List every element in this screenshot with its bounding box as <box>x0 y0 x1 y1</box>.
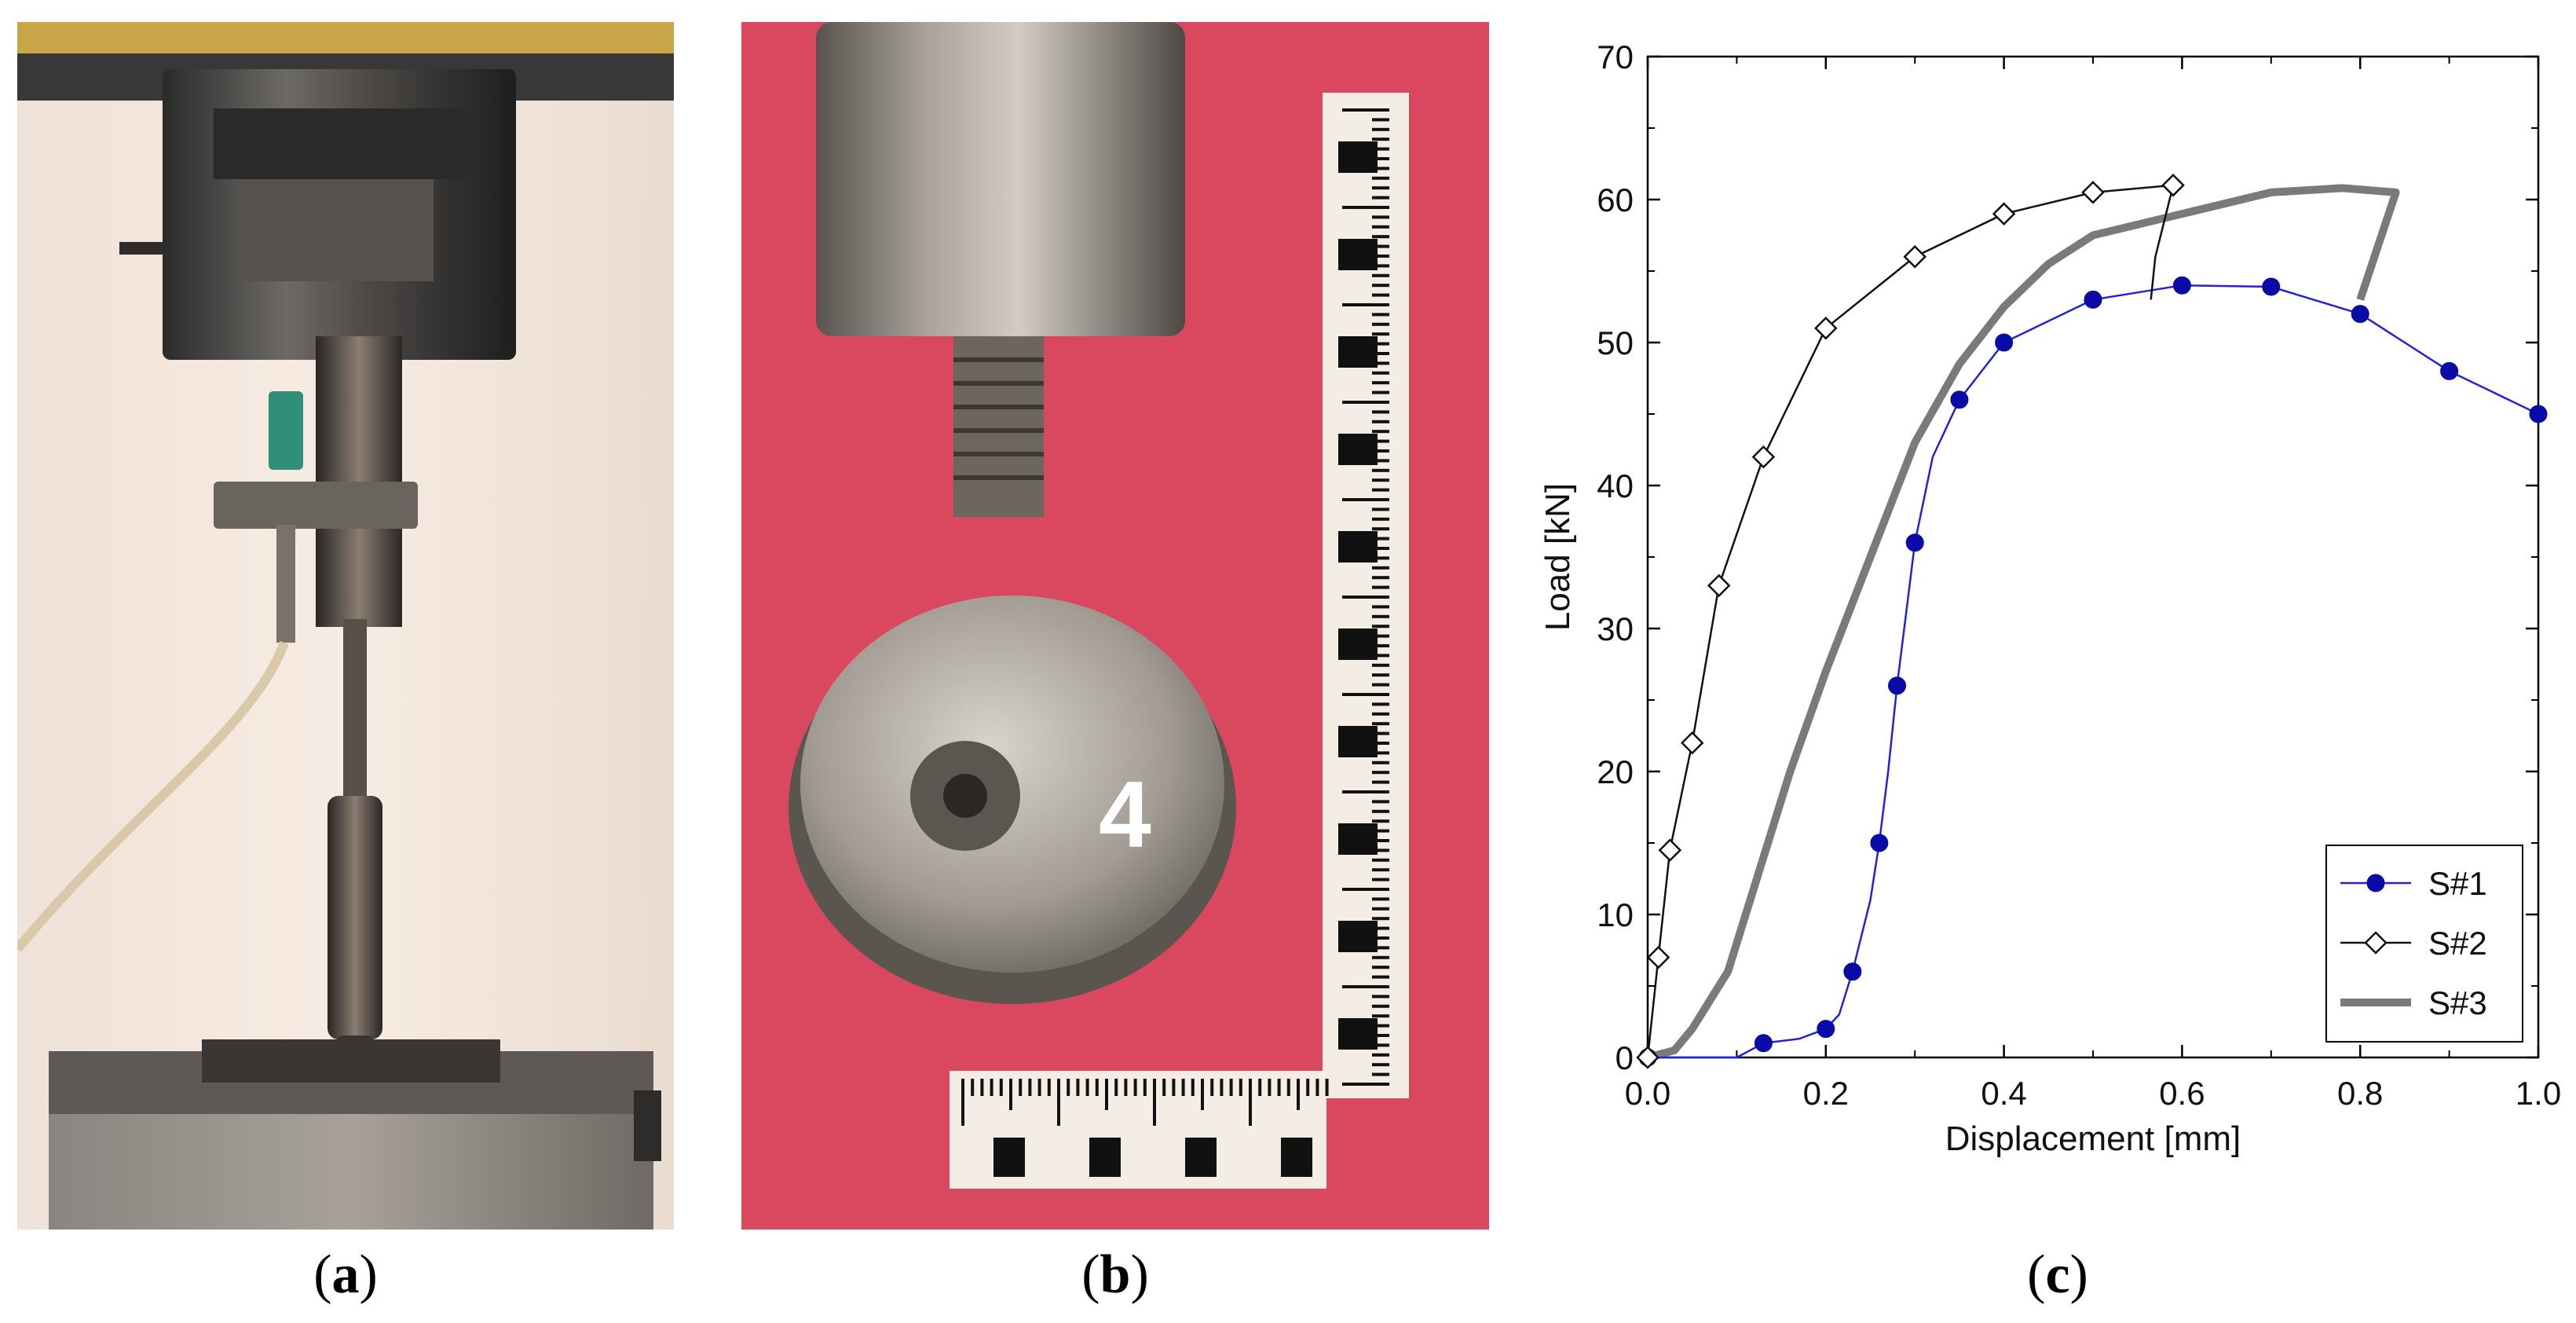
y-axis: 0 10 20 30 40 50 60 70 <box>1597 38 2538 1076</box>
data-point-s1 <box>1817 1020 1835 1039</box>
y-tick-label: 40 <box>1597 467 1634 504</box>
y-tick-label: 70 <box>1597 38 1634 75</box>
data-point-s2 <box>1903 245 1927 269</box>
data-point-s2 <box>1814 317 1838 340</box>
y-tick-label: 20 <box>1597 753 1634 790</box>
data-point-s1 <box>1870 834 1889 852</box>
data-point-s2 <box>1751 445 1776 469</box>
series-line-s3 <box>1646 184 2400 1061</box>
data-point-s2 <box>1646 945 1670 969</box>
data-point-s2 <box>1636 1046 1659 1069</box>
legend-label-s3: S#3 <box>2428 984 2487 1021</box>
legend-marker-s2 <box>2364 931 2388 955</box>
legend: S#1 S#2 S#3 <box>2325 845 2523 1043</box>
legend-marker-s1 <box>2366 874 2385 892</box>
data-point-s1 <box>2172 276 2191 295</box>
y-tick-label: 30 <box>1597 610 1634 647</box>
data-point-s2 <box>1707 574 1731 598</box>
y-tick-label: 60 <box>1597 181 1634 218</box>
legend-label-s2: S#2 <box>2428 925 2487 962</box>
y-tick-label: 50 <box>1597 324 1634 361</box>
specimen-number-label: 4 <box>1099 762 1151 867</box>
photo-specimen: 4 <box>741 22 1489 1230</box>
data-point-s1 <box>2529 405 2548 423</box>
x-tick-label: 0.8 <box>2337 1075 2383 1112</box>
x-tick-label: 0.4 <box>1981 1075 2026 1112</box>
y-tick-label: 10 <box>1597 896 1634 933</box>
data-point-s1 <box>1905 533 1924 552</box>
specimen-illustration: 4 <box>741 22 1489 1230</box>
data-point-s1 <box>1843 962 1862 981</box>
x-tick-label: 0.0 <box>1625 1075 1670 1112</box>
load-displacement-chart: 0 10 20 30 40 50 60 70 0.0 0.2 0.4 0.6 0.8 1.0 Displ… <box>1539 38 2561 1158</box>
caption-c-letter: c <box>2045 1244 2070 1305</box>
series-layer <box>1636 174 2548 1069</box>
x-axis: 0.0 0.2 0.4 0.6 0.8 1.0 <box>1625 57 2561 1112</box>
data-point-s1 <box>1888 676 1907 695</box>
data-point-s1 <box>1995 333 2014 352</box>
x-axis-label: Displacement [mm] <box>1945 1120 2241 1158</box>
test-setup-illustration <box>17 22 674 1230</box>
data-point-s2 <box>2081 181 2105 204</box>
data-point-s2 <box>1658 838 1682 862</box>
x-tick-label: 0.6 <box>2159 1075 2205 1112</box>
data-point-s1 <box>2440 361 2459 380</box>
data-point-s2 <box>1992 202 2016 225</box>
caption-a: (a) <box>313 1244 378 1305</box>
caption-c: (c) <box>2027 1244 2088 1305</box>
data-point-s2 <box>1680 731 1704 755</box>
photo-test-setup <box>17 22 674 1230</box>
caption-a-letter: a <box>331 1244 360 1305</box>
data-point-s1 <box>1950 390 1969 409</box>
data-point-s1 <box>1754 1034 1773 1053</box>
x-tick-label: 0.2 <box>1803 1075 1849 1112</box>
data-point-s1 <box>2351 305 2369 324</box>
caption-b: (b) <box>1081 1244 1149 1305</box>
y-tick-label: 0 <box>1615 1039 1634 1076</box>
data-point-s1 <box>2262 277 2281 296</box>
x-tick-label: 1.0 <box>2516 1075 2561 1112</box>
legend-label-s1: S#1 <box>2428 865 2487 902</box>
y-axis-label: Load [kN] <box>1539 483 1577 631</box>
data-point-s1 <box>2084 290 2102 309</box>
caption-b-letter: b <box>1100 1244 1131 1305</box>
data-point-s2 <box>2161 174 2185 197</box>
